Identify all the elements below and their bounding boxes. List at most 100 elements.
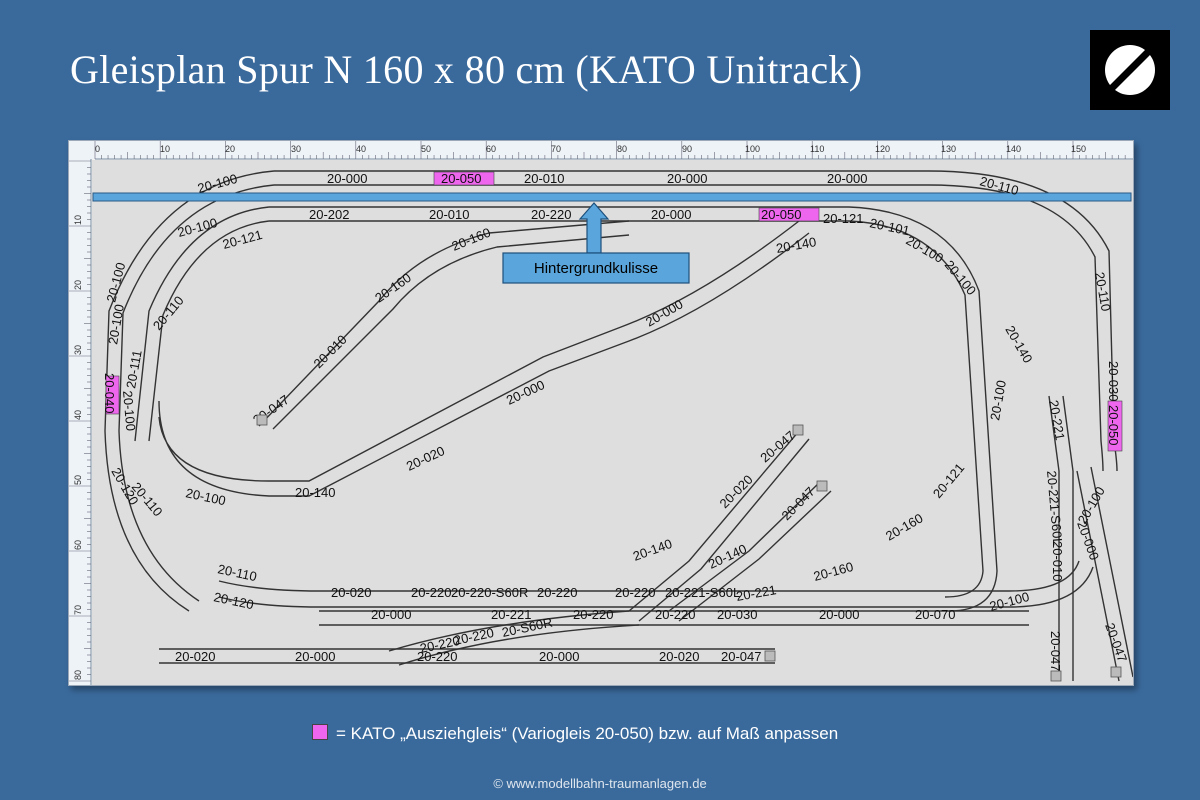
track-label: 20-121 <box>823 211 863 226</box>
track-label: 20-100 <box>987 379 1009 421</box>
logo <box>1090 30 1170 110</box>
track-label: 20-111 <box>123 349 144 390</box>
track-label: 20-020 <box>175 649 215 664</box>
track-top-outer <box>274 170 929 186</box>
track-label: 20-010 <box>429 207 469 222</box>
variogleis-marker <box>758 207 820 222</box>
track-label: 20-047 <box>1048 631 1063 671</box>
ruler-x-label: 30 <box>291 144 301 154</box>
track-label: 20-140 <box>775 234 817 256</box>
ruler-y-label: 40 <box>73 410 83 420</box>
track-label: 20-100 <box>120 390 138 432</box>
track-label: 20-220 <box>655 607 695 622</box>
ruler-y-label: 70 <box>73 605 83 615</box>
track-label: 20-000 <box>539 649 579 664</box>
track-label: 20-100 <box>105 303 127 345</box>
ruler-x-label: 10 <box>160 144 170 154</box>
copyright: © www.modellbahn-traumanlagen.de <box>493 776 707 791</box>
legend-text: = KATO „Ausziehgleis“ (Variogleis 20-050… <box>336 724 839 743</box>
track-label: 20-220-S60R <box>451 585 528 600</box>
track-label: 20-050 <box>761 207 801 222</box>
track-label: 20-140 <box>295 485 335 500</box>
track-label: 20-110 <box>1092 271 1114 313</box>
ruler-x-label: 70 <box>551 144 561 154</box>
track-label: 20-220 <box>531 207 571 222</box>
ruler-left <box>69 159 92 685</box>
buffer-stop-icon <box>256 414 268 426</box>
buffer-stops <box>256 414 1122 682</box>
track-spur-right-2 <box>1076 466 1133 682</box>
callout: Hintergrundkulisse <box>502 202 690 284</box>
track-label: 20-221-S60L <box>665 585 740 600</box>
ruler-x-label: 50 <box>421 144 431 154</box>
buffer-stop-icon <box>764 650 776 662</box>
track-label: 20-220 <box>417 649 457 664</box>
track-plan-drawing: 0 10 20 30 40 50 60 70 80 90 100 110 120… <box>69 141 1133 685</box>
ruler-x-label: 150 <box>1071 144 1086 154</box>
ruler-y-label: 30 <box>73 345 83 355</box>
variogleis-marker <box>1107 400 1123 452</box>
slashed-circle-logo-icon <box>1105 45 1155 95</box>
track-bottom-siding <box>159 648 775 664</box>
track-label: 20-221-S60L <box>1044 470 1065 546</box>
page-title: Gleisplan Spur N 160 x 80 cm (KATO Unitr… <box>70 47 863 92</box>
track-label: 20-202 <box>309 207 349 222</box>
track-label: 20-220 <box>411 585 451 600</box>
track-label: 20-010 <box>1050 541 1065 581</box>
track-label: 20-221 <box>491 607 531 622</box>
ruler-x-label: 60 <box>486 144 496 154</box>
ruler-x-label: 80 <box>617 144 627 154</box>
track-label: 20-220 <box>615 585 655 600</box>
track-label: 20-020 <box>331 585 371 600</box>
track-label: 20-000 <box>371 607 411 622</box>
track-inner-oval <box>158 220 810 497</box>
variogleis-swatch <box>312 724 328 740</box>
ruler-x-label: 120 <box>875 144 890 154</box>
track-label: 20-047 <box>721 649 761 664</box>
track-siding-connector <box>388 610 640 666</box>
background-backdrop-bar <box>92 192 1132 202</box>
callout-label: Hintergrundkulisse <box>534 260 658 277</box>
track-label: 20-010 <box>524 171 564 186</box>
ruler-y-label: 60 <box>73 540 83 550</box>
track-spur-2 <box>668 480 832 622</box>
ruler-y-label: 20 <box>73 280 83 290</box>
track-label: 20-000 <box>295 649 335 664</box>
ruler-x-label: 110 <box>810 144 824 154</box>
track-label: 20-030 <box>1106 361 1121 401</box>
track-label: 20-030 <box>717 607 757 622</box>
ruler-x-label: 20 <box>225 144 235 154</box>
buffer-stop-icon <box>816 480 828 492</box>
ruler-x-label: 100 <box>745 144 760 154</box>
buffer-stop-icon <box>792 424 804 436</box>
legend: = KATO „Ausziehgleis“ (Variogleis 20-050… <box>312 724 838 744</box>
track-spur-1 <box>628 430 810 622</box>
track-spur-right-1 <box>1048 395 1074 681</box>
track-inner-branch <box>258 220 630 430</box>
ruler-x-label: 40 <box>356 144 366 154</box>
buffer-stop-icon <box>1050 670 1062 682</box>
track-label: 20-000 <box>667 171 707 186</box>
ruler-y-label: 50 <box>73 475 83 485</box>
callout-box <box>502 252 690 284</box>
track-label: 20-020 <box>659 649 699 664</box>
track-label: 20-040 <box>102 373 117 413</box>
ruler-y-label: 10 <box>73 215 83 225</box>
track-right-outer-curve <box>928 170 1118 472</box>
ruler-top <box>69 141 1133 160</box>
ruler-y-labels: 10 20 30 40 50 60 70 80 <box>73 215 83 680</box>
ruler-x-label: 140 <box>1006 144 1021 154</box>
buffer-stop-icon <box>1110 666 1122 678</box>
track-top-inner <box>269 206 849 222</box>
track-label: 20-000 <box>819 607 859 622</box>
ruler-x-label: 130 <box>941 144 956 154</box>
ruler-x-labels: 0 10 20 30 40 50 60 70 80 90 100 110 120… <box>95 144 1086 154</box>
ruler-x-label: 90 <box>682 144 692 154</box>
track-label: 20-000 <box>651 207 691 222</box>
track-label: 20-050 <box>441 171 481 186</box>
track-label: 20-070 <box>915 607 955 622</box>
track-right-inner-loop <box>848 206 998 612</box>
track-label: 20-220 <box>537 585 577 600</box>
track-bottom-second <box>319 610 1029 626</box>
ruler-y-label: 80 <box>73 670 83 680</box>
